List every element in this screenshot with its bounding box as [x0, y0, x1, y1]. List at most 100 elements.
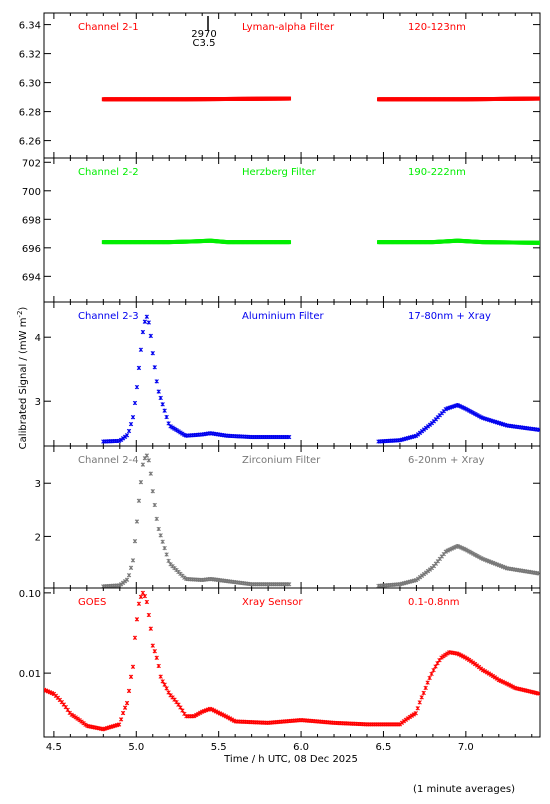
data-point: [122, 705, 128, 710]
data-point: [124, 433, 130, 438]
y-tick-label: 3: [35, 479, 41, 490]
data-point: [124, 577, 130, 582]
data-point: [180, 431, 185, 436]
data-point: [168, 424, 173, 429]
y-tick-label: 694: [22, 272, 41, 283]
y-tick-label: 6.30: [19, 79, 41, 90]
data-point: [166, 558, 171, 564]
data-point: [411, 712, 416, 717]
data-point: [538, 240, 540, 245]
data-point: [134, 617, 140, 622]
panel-band-label: 17-80nm + Xray: [408, 311, 491, 322]
data-point: [164, 552, 169, 557]
x-tick-label: 5.5: [211, 742, 227, 753]
data-point: [128, 565, 134, 570]
data-point: [128, 421, 134, 427]
x-tick-label: 6.0: [293, 742, 309, 753]
y-tick-label: 4: [35, 333, 41, 344]
y-tick-label: 698: [22, 215, 41, 226]
data-point: [287, 582, 292, 587]
data-point: [138, 594, 144, 600]
data-point: [536, 427, 540, 432]
data-point: [124, 700, 130, 706]
panel-band-label: 120-123nm: [408, 22, 466, 33]
flare-marker: 2970 C3.5: [191, 16, 217, 49]
data-point: [146, 458, 151, 463]
data-point: [126, 428, 132, 434]
data-point: [164, 414, 169, 420]
data-point: [423, 685, 428, 691]
data-point: [463, 655, 468, 660]
data-point: [150, 643, 155, 648]
data-point: [132, 635, 138, 640]
panel-channel-label: Channel 2-2: [78, 167, 139, 178]
data-point: [148, 333, 153, 339]
y-tick-label: 6.32: [19, 50, 41, 61]
data-point: [536, 691, 540, 696]
data-series: [101, 238, 540, 245]
data-point: [484, 670, 490, 675]
panel-filter-label: Aluminium Filter: [242, 311, 325, 322]
y-tick-label: 700: [22, 187, 41, 198]
panel-channel-label: Channel 2-1: [78, 22, 139, 33]
x-tick-label: 7.0: [458, 742, 474, 753]
data-point: [443, 549, 448, 554]
panel-channel-label: Channel 2-4: [78, 455, 139, 466]
y-axis-label: Calibrated Signal / (mW m-2): [16, 307, 29, 450]
data-point: [138, 347, 144, 352]
data-point: [152, 365, 157, 370]
data-point: [154, 655, 159, 660]
data-point: [156, 389, 161, 394]
data-point: [431, 667, 436, 673]
data-point: [174, 427, 179, 433]
y-tick-label: 6.28: [19, 108, 41, 119]
data-point: [170, 425, 175, 430]
data-point: [126, 573, 132, 578]
data-point: [417, 700, 422, 705]
data-point: [288, 240, 292, 245]
data-point: [156, 526, 161, 532]
x-tick-label: 6.5: [376, 742, 392, 753]
data-point: [152, 649, 157, 654]
data-point: [433, 664, 438, 669]
data-series: [101, 453, 540, 588]
data-point: [152, 502, 157, 508]
panel-2: 694 696 698 700 702 Channel 2-2 Herzberg Filte…: [22, 157, 541, 303]
panel-channel-label: Channel 2-3: [78, 311, 139, 322]
panel-5: 0.01 0.10 GOES Xray Sensor 0.1-0.8nm 4.5 5.0 5.…: [19, 587, 541, 753]
flare-marker-label-class: C3.5: [193, 38, 216, 49]
y-axis-label-sup: -2: [16, 311, 24, 318]
data-point: [158, 674, 163, 679]
data-point: [144, 599, 149, 605]
data-point: [421, 690, 426, 696]
data-point: [158, 395, 163, 401]
data-point: [116, 722, 122, 727]
data-point: [148, 626, 153, 631]
panel-band-label: 190-222nm: [408, 167, 466, 178]
data-point: [65, 707, 70, 713]
data-point: [538, 96, 540, 101]
data-point: [160, 679, 165, 684]
data-point: [134, 519, 140, 524]
data-point: [128, 674, 134, 679]
data-point: [415, 706, 420, 711]
data-point: [162, 545, 167, 551]
flare-marker-label-id: 2970: [191, 29, 216, 40]
panel-filter-label: Zirconium Filter: [242, 455, 321, 466]
panel-frame: [43, 301, 541, 447]
y-tick-label: 2: [35, 532, 41, 543]
data-point: [142, 594, 148, 599]
data-point: [136, 601, 142, 606]
data-point: [146, 612, 151, 618]
data-series: [101, 314, 540, 444]
data-point: [134, 384, 140, 390]
panel-frame: [43, 12, 541, 159]
data-point: [154, 516, 159, 522]
data-point: [160, 402, 165, 407]
data-point: [176, 429, 181, 434]
data-series: [101, 96, 540, 102]
data-point: [160, 539, 165, 544]
data-point: [178, 705, 183, 710]
data-point: [488, 672, 494, 677]
data-point: [132, 400, 138, 406]
